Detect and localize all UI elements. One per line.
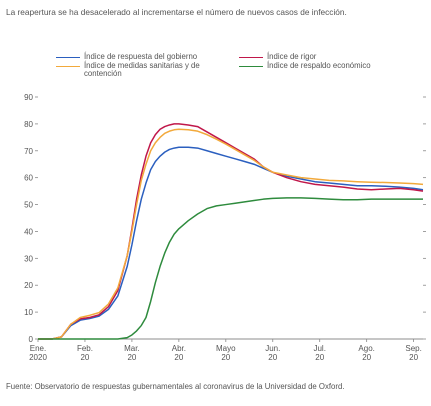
series-line-2 bbox=[38, 128, 424, 340]
legend-left: Índice de respuesta del gobierno Índice … bbox=[56, 52, 234, 79]
legend-label-sanitarias: Índice de medidas sanitarias y de conten… bbox=[84, 60, 200, 79]
y-tick-label-60: 60 bbox=[24, 174, 33, 183]
x-tick-label-1: Feb. 20 bbox=[77, 344, 93, 362]
legend-swatch-rigor bbox=[239, 57, 263, 58]
series-line-1 bbox=[38, 123, 424, 340]
legend-swatch-respuesta bbox=[56, 57, 80, 58]
x-tick-label-7: Ago. 20 bbox=[358, 344, 374, 362]
legend-item-rigor: Índice de rigor bbox=[239, 52, 417, 62]
y-tick-label-80: 80 bbox=[24, 120, 33, 129]
y-tick-label-0: 0 bbox=[29, 335, 34, 344]
x-tick-label-4: Mayo 20 bbox=[216, 344, 236, 362]
chart-subtitle: La reapertura se ha desacelerado al incr… bbox=[6, 7, 347, 17]
x-tick-label-8: Sep. 20 bbox=[405, 344, 421, 362]
y-tick-label-40: 40 bbox=[24, 227, 33, 236]
y-tick-label-30: 30 bbox=[24, 254, 33, 263]
x-tick-label-2: Mar. 20 bbox=[124, 344, 140, 362]
legend-item-sanitarias: Índice de medidas sanitarias y de conten… bbox=[56, 60, 234, 79]
y-tick-label-70: 70 bbox=[24, 147, 33, 156]
series-line-3 bbox=[38, 197, 423, 340]
legend-label-respuesta: Índice de respuesta del gobierno bbox=[84, 52, 198, 61]
legend-right: Índice de rigor Índice de respaldo econó… bbox=[239, 52, 417, 71]
source-note: Fuente: Observatorio de respuestas guber… bbox=[6, 382, 345, 391]
y-tick-label-50: 50 bbox=[24, 201, 33, 210]
x-tick-label-0: Ene. 2020 bbox=[29, 344, 47, 362]
legend-item-economico: Índice de respaldo económico bbox=[239, 60, 417, 71]
series-line-0 bbox=[38, 146, 424, 340]
y-tick-label-90: 90 bbox=[24, 93, 33, 102]
x-tick-label-3: Abr. 20 bbox=[172, 344, 186, 362]
y-tick-label-10: 10 bbox=[24, 308, 33, 317]
legend-label-economico: Índice de respaldo económico bbox=[267, 60, 371, 70]
x-tick-label-5: Jun. 20 bbox=[265, 344, 280, 362]
legend-label-rigor: Índice de rigor bbox=[267, 52, 317, 61]
legend-swatch-sanitarias bbox=[56, 65, 80, 67]
y-tick-label-20: 20 bbox=[24, 281, 33, 290]
legend-swatch-economico bbox=[239, 65, 263, 67]
legend-item-respuesta: Índice de respuesta del gobierno bbox=[56, 52, 234, 62]
x-tick-label-6: Jul. 20 bbox=[313, 344, 325, 362]
